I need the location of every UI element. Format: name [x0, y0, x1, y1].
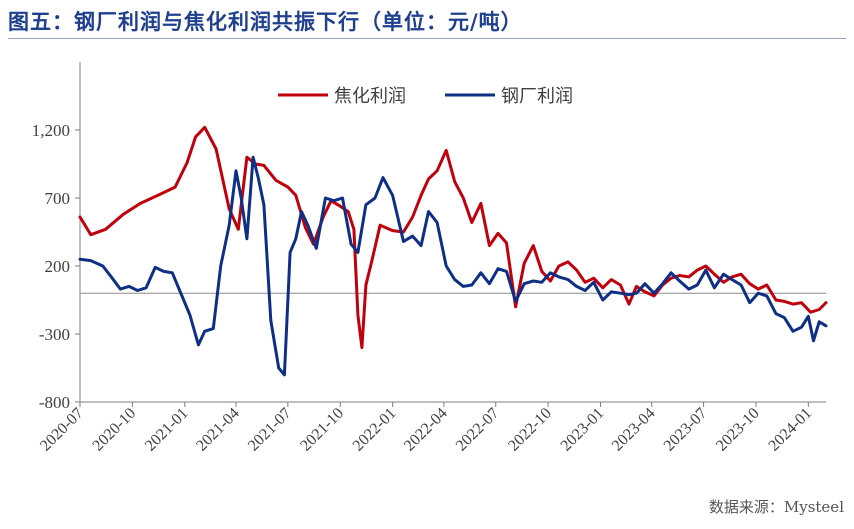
x-tick-label: 2021-01 [142, 405, 192, 455]
legend-label-steel-profit: 钢厂利润 [501, 86, 573, 107]
x-tick-label: 2022-01 [350, 405, 400, 455]
chart-title: 图五：钢厂利润与焦化利润共振下行（单位：元/吨） [8, 10, 523, 34]
x-tick-label: 2022-07 [453, 405, 503, 455]
x-tick-label: 2020-07 [37, 405, 87, 455]
x-tick-label: 2020-10 [89, 405, 139, 455]
source-note: 数据来源：Mysteel [708, 498, 844, 516]
legend: 焦化利润 钢厂利润 [278, 86, 573, 107]
y-tick-label: 200 [45, 257, 71, 276]
title-underline [8, 38, 846, 39]
y-tick-label: 1,200 [32, 121, 70, 140]
series-line-coke-profit [78, 125, 828, 350]
y-tick-label: -800 [39, 393, 70, 412]
x-tick-label: 2023-01 [558, 405, 608, 455]
x-tick-label: 2021-04 [193, 405, 243, 455]
x-tick-label: 2023-04 [609, 405, 659, 455]
x-tick-label: 2021-07 [245, 405, 295, 455]
axes-group: -800 -300 200 700 1,200 2020-07 2020-10 2021-01… [32, 62, 826, 455]
x-tick-label: 2024-01 [765, 405, 815, 455]
x-tick-label: 2021-10 [297, 405, 347, 455]
x-tick-label: 2023-07 [661, 405, 711, 455]
series-line-steel-profit [78, 155, 828, 377]
x-tick-label: 2022-04 [401, 405, 451, 455]
y-tick-label: -300 [39, 325, 70, 344]
y-tick-label: 700 [45, 189, 71, 208]
legend-label-coke-profit: 焦化利润 [334, 86, 406, 107]
series-lines-group [78, 125, 828, 377]
x-tick-label: 2023-10 [713, 405, 763, 455]
x-tick-label: 2022-10 [505, 405, 555, 455]
